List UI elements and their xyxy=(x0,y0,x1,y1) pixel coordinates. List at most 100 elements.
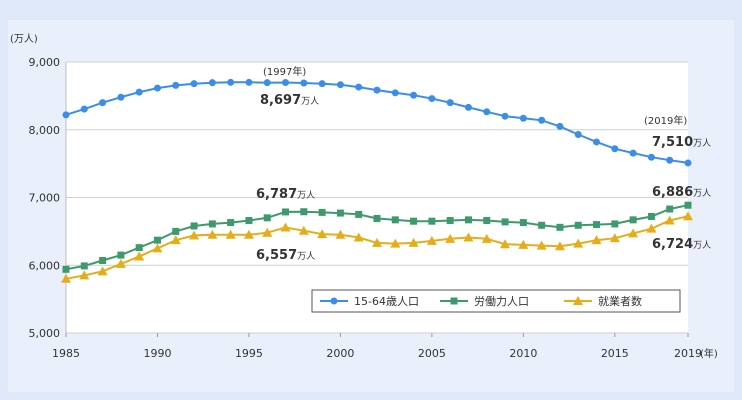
series-0-point-2008 xyxy=(483,108,491,116)
series-1-point-1999 xyxy=(318,208,326,216)
series-2-point-2000 xyxy=(335,229,346,239)
x-tick-label-3: 2000 xyxy=(326,347,354,360)
legend-label-employed: 就業者数 xyxy=(598,294,642,308)
annotation-last-year: (2019年) xyxy=(644,114,687,127)
legend-marker-labor xyxy=(450,297,458,305)
series-2-point-1999 xyxy=(317,229,328,239)
series-0-point-2016 xyxy=(629,149,637,157)
series-2-point-2005 xyxy=(426,235,437,245)
series-0-point-2000 xyxy=(336,81,344,89)
series-1-point-1987 xyxy=(99,257,107,265)
annotation-labor-1997: 6,787万人 xyxy=(256,187,315,202)
x-tick-label-1: 1990 xyxy=(143,347,171,360)
series-1-point-2011 xyxy=(538,221,546,229)
annotation-labor-1997-value: 6,787 xyxy=(256,187,297,202)
series-1-point-1990 xyxy=(153,236,161,244)
annotation-labor-2019: 6,886万人 xyxy=(652,185,711,200)
series-2-point-1990 xyxy=(152,243,163,253)
y-tick-label-1: 6,000 xyxy=(29,259,61,272)
series-0-point-2013 xyxy=(574,130,582,138)
series-1-point-1993 xyxy=(208,220,216,228)
series-2-point-1993 xyxy=(207,229,218,239)
series-2-point-1994 xyxy=(225,229,236,239)
series-0-point-1988 xyxy=(117,93,125,101)
series-0-point-1994 xyxy=(227,78,235,86)
series-0-point-2009 xyxy=(501,112,509,120)
series-1-point-2010 xyxy=(519,219,527,227)
series-0-point-1989 xyxy=(135,88,143,96)
series-0-point-2010 xyxy=(519,114,527,122)
legend-box xyxy=(311,289,681,313)
series-2-point-1997 xyxy=(280,222,291,232)
annotation-emp-1997-value: 6,557 xyxy=(256,248,297,263)
grid-layer xyxy=(65,61,688,334)
series-1-point-2002 xyxy=(373,215,381,223)
annotation-labor-2019-unit: 万人 xyxy=(693,188,711,199)
series-1-point-1988 xyxy=(117,251,125,259)
annotation-labor-1997-unit: 万人 xyxy=(297,190,315,201)
series-1-point-1991 xyxy=(172,227,180,235)
x-tick-label-7: 2019 xyxy=(674,347,702,360)
series-1-point-2014 xyxy=(593,221,601,229)
series-0-point-1996 xyxy=(263,79,271,87)
series-2-point-1998 xyxy=(298,225,309,235)
x-tick-label-6: 2015 xyxy=(601,347,629,360)
annotation-layer: (1997年) 8,697万人 6,787万人 6,557万人 (2019年) … xyxy=(256,65,711,263)
series-0-point-2006 xyxy=(446,99,454,107)
series-2-point-2013 xyxy=(573,238,584,248)
series-0-point-2007 xyxy=(464,103,472,111)
annotation-emp-2019-unit: 万人 xyxy=(693,240,711,251)
chart-panel: (万人) (年) 5,000 6,000 7,000 8,000 9,000 1985 19… xyxy=(8,20,734,392)
x-tick-label-4: 2005 xyxy=(418,347,446,360)
legend-label-population: 15-64歳人口 xyxy=(354,295,419,308)
series-2-point-2001 xyxy=(353,232,364,242)
series-1-point-1985 xyxy=(62,265,70,273)
series-1-point-2006 xyxy=(446,217,454,225)
series-layer xyxy=(61,78,693,283)
annotation-emp-2019: 6,724万人 xyxy=(652,237,711,252)
series-1-point-2004 xyxy=(410,217,418,225)
legend-item-population: 15-64歳人口 xyxy=(320,295,419,308)
annotation-pop-2019-unit: 万人 xyxy=(693,138,711,149)
series-0-point-2019 xyxy=(684,159,692,167)
series-2-point-2018 xyxy=(664,215,675,225)
series-1-point-1986 xyxy=(80,262,88,270)
legend-marker-population xyxy=(330,297,338,305)
series-1-point-2001 xyxy=(355,210,363,218)
series-2-point-2010 xyxy=(518,239,529,249)
legend-label-labor: 労働力人口 xyxy=(474,294,529,308)
series-2-point-2004 xyxy=(408,237,419,247)
series-1-point-2015 xyxy=(611,220,619,228)
series-1-point-2009 xyxy=(501,218,509,226)
series-0-point-1998 xyxy=(300,79,308,87)
series-0-point-1992 xyxy=(190,80,198,88)
series-1-point-2012 xyxy=(556,223,564,231)
series-1-point-2007 xyxy=(464,216,472,224)
series-0-point-1990 xyxy=(153,84,161,92)
x-axis-unit-label: (年) xyxy=(700,347,718,360)
series-0-point-2011 xyxy=(538,116,546,124)
y-tick-label-3: 8,000 xyxy=(29,124,61,137)
series-2-point-1985 xyxy=(61,273,71,283)
series-1-point-2018 xyxy=(666,205,674,213)
series-0-point-2005 xyxy=(428,95,436,103)
x-tick-label-5: 2010 xyxy=(509,347,537,360)
series-2-point-2015 xyxy=(609,233,620,243)
legend-item-labor: 労働力人口 xyxy=(440,294,529,308)
line-chart: (万人) (年) 5,000 6,000 7,000 8,000 9,000 1985 19… xyxy=(10,33,718,360)
series-2-point-2016 xyxy=(628,228,639,238)
series-2-point-1989 xyxy=(134,251,145,261)
series-1-point-1996 xyxy=(263,214,271,222)
axis-layer: (万人) (年) 5,000 6,000 7,000 8,000 9,000 1985 19… xyxy=(10,33,718,360)
series-0-point-2003 xyxy=(391,89,399,97)
series-1-point-2016 xyxy=(629,216,637,224)
annotation-pop-1997-value: 8,697 xyxy=(260,93,301,108)
series-1-point-2000 xyxy=(336,209,344,217)
legend: 15-64歳人口 労働力人口 就業者数 xyxy=(311,289,681,313)
series-2-point-2014 xyxy=(591,235,602,245)
series-0-point-2002 xyxy=(373,86,381,94)
annotation-peak-year: (1997年) xyxy=(263,65,306,78)
series-0-point-1993 xyxy=(208,79,216,87)
series-2-point-2002 xyxy=(372,237,382,247)
series-0-point-1997 xyxy=(282,79,290,87)
